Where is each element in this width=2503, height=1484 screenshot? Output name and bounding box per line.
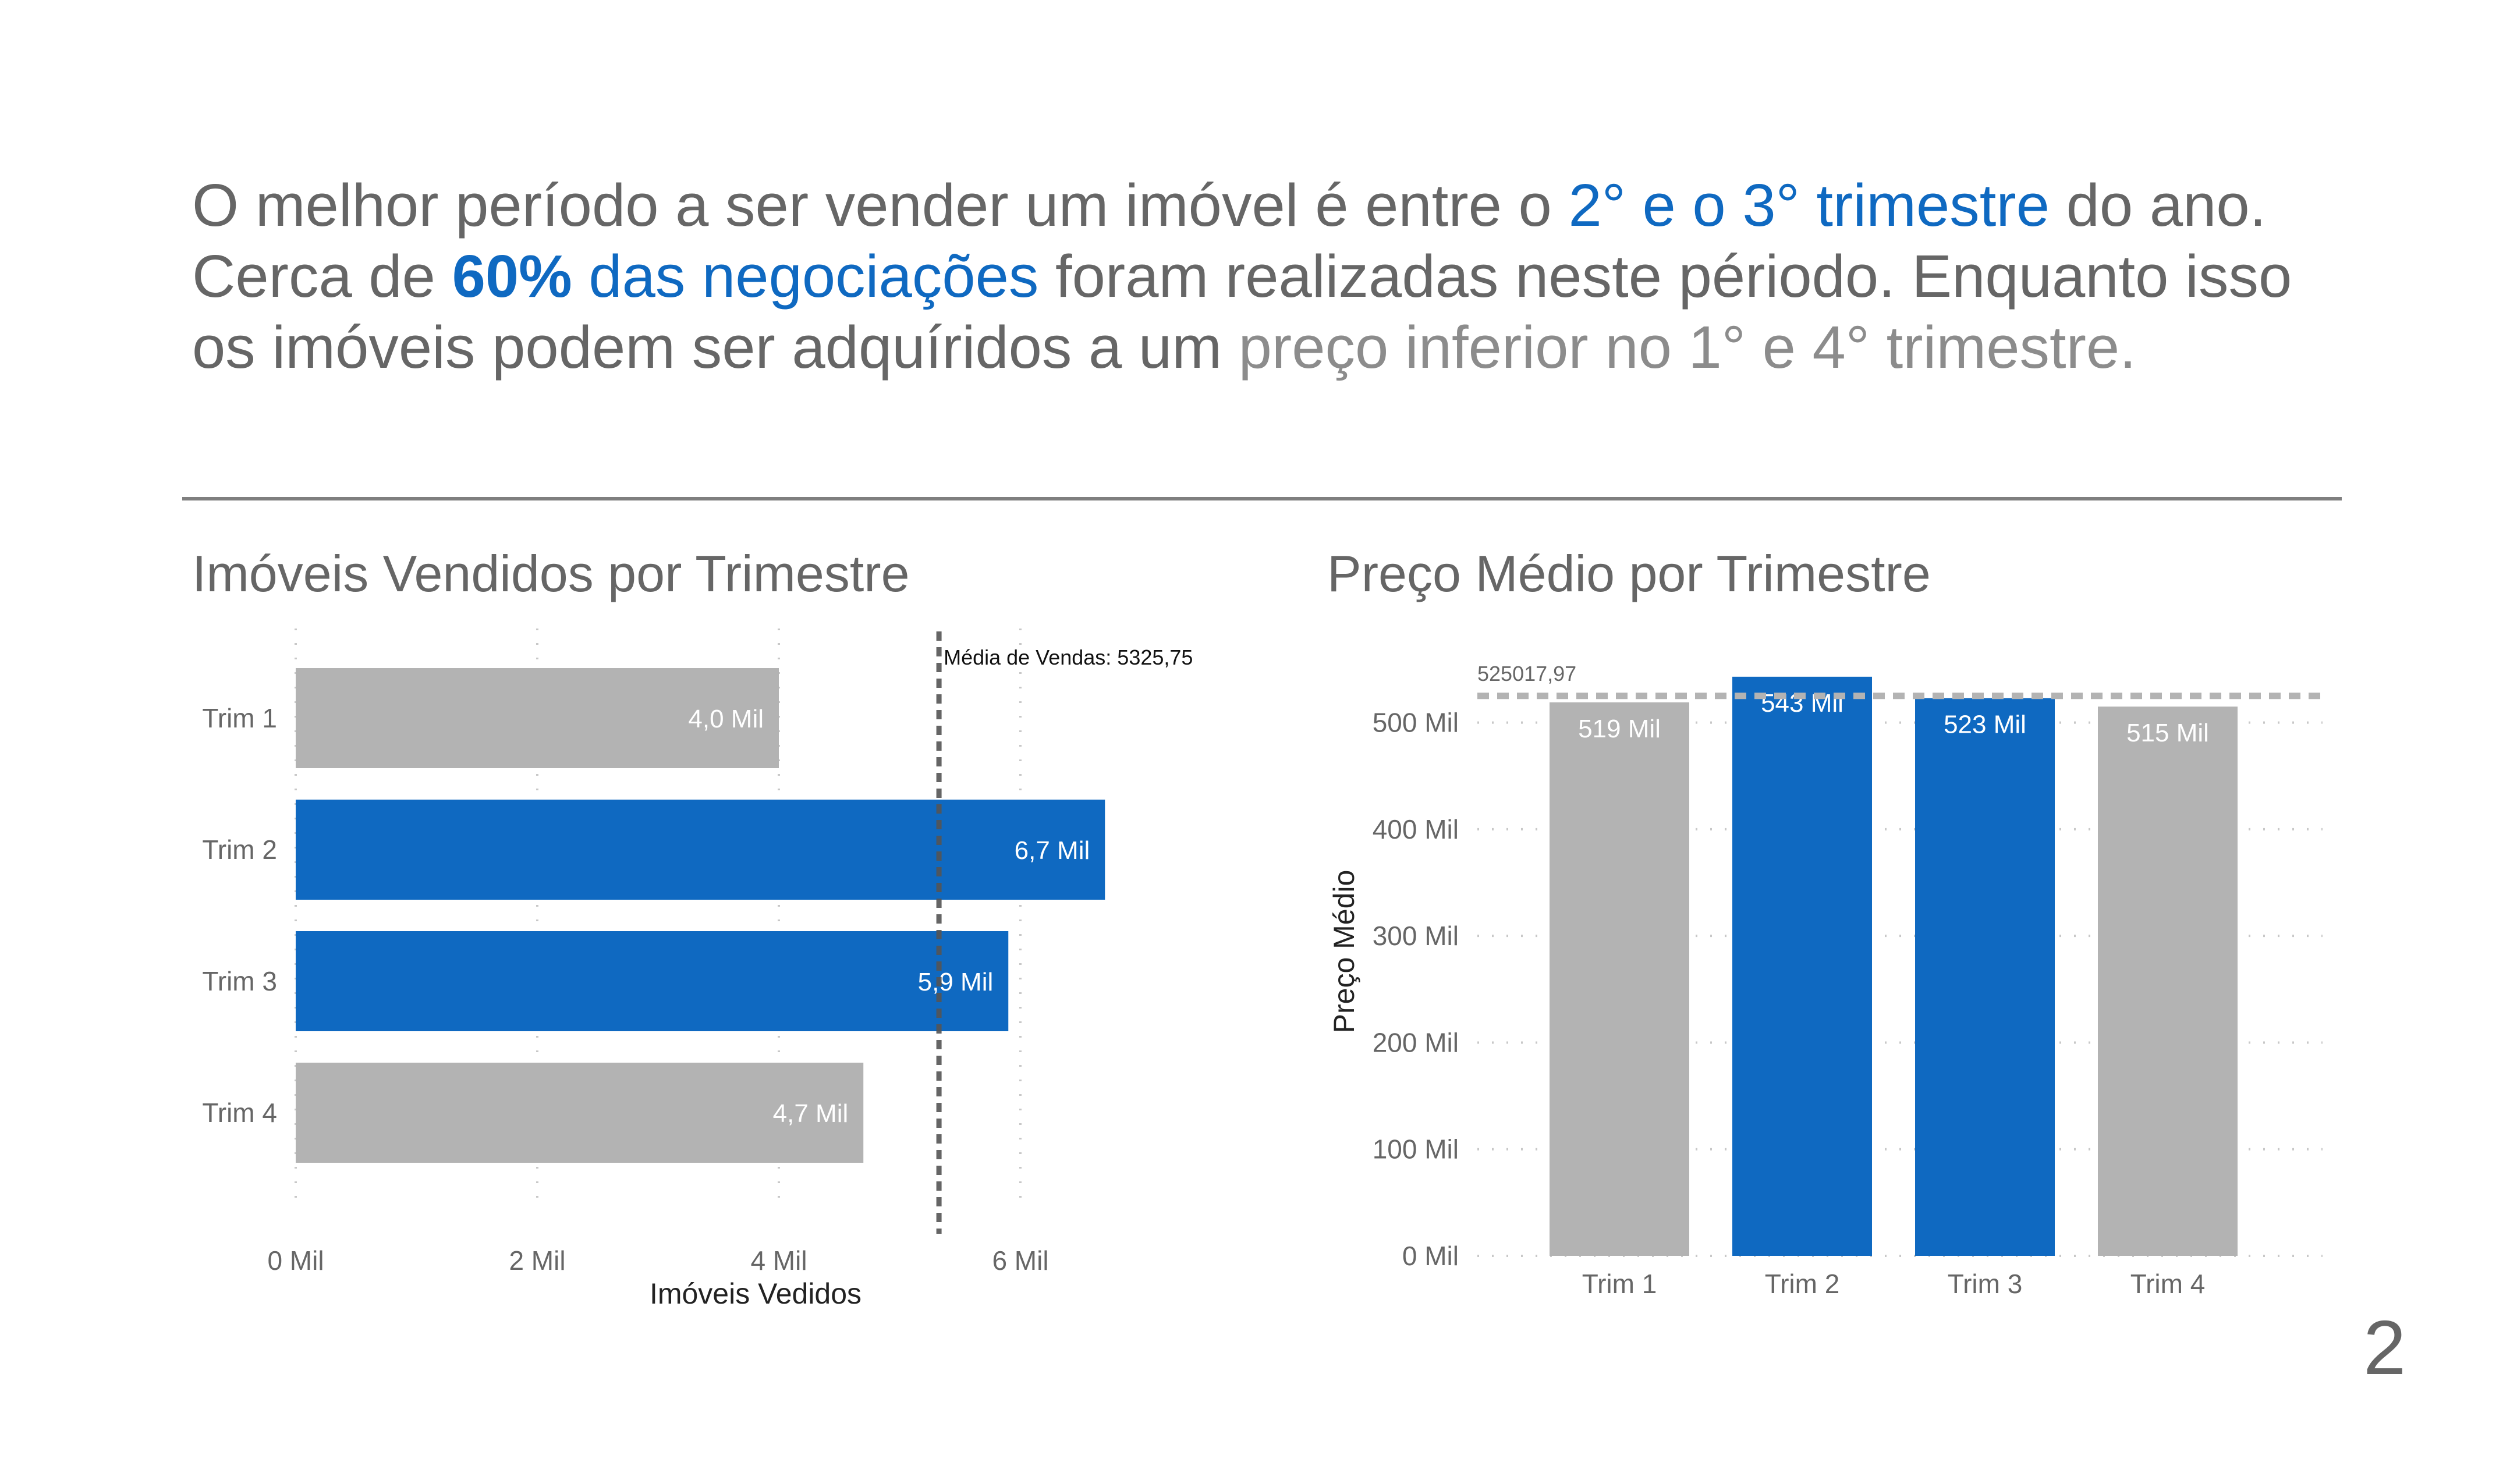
category-label: Trim 4: [202, 1098, 277, 1128]
y-tick-label: 100 Mil: [1373, 1134, 1459, 1165]
data-label: 6,7 Mil: [1015, 836, 1090, 865]
bar-trim-4: [296, 1063, 864, 1163]
headline-text: O melhor período a ser vender um imóvel …: [192, 172, 1569, 239]
headline-highlight-price: preço inferior no 1° e 4° trimestre.: [1238, 314, 2136, 381]
data-label: 4,7 Mil: [773, 1099, 849, 1128]
data-label: 5,9 Mil: [918, 968, 994, 996]
data-label: 523 Mil: [1944, 710, 2026, 739]
headline: O melhor período a ser vender um imóvel …: [192, 170, 2346, 383]
category-label: Trim 2: [1765, 1269, 1840, 1299]
y-tick-label: 0 Mil: [1402, 1241, 1459, 1271]
headline-highlight-percent: 60%: [452, 243, 572, 310]
category-label: Trim 1: [1582, 1269, 1657, 1299]
category-label: Trim 3: [1948, 1269, 2023, 1299]
data-label: 4,0 Mil: [688, 705, 764, 733]
bar-trim-4: [2098, 707, 2238, 1256]
chart-title-price: Preço Médio por Trimestre: [1327, 545, 1931, 602]
x-tick-label: 4 Mil: [750, 1245, 807, 1276]
x-tick-label: 6 Mil: [992, 1245, 1048, 1276]
x-axis-label: Imóveis Vedidos: [650, 1277, 861, 1310]
chart-title-sales: Imóveis Vendidos por Trimestre: [192, 545, 910, 602]
headline-highlight-negotiations: das negociações: [572, 243, 1039, 310]
category-label: Trim 4: [2130, 1269, 2206, 1299]
y-axis-label: Preço Médio: [1328, 870, 1360, 1034]
category-label: Trim 2: [202, 835, 277, 865]
data-label: 519 Mil: [1578, 715, 1661, 743]
y-tick-label: 400 Mil: [1373, 814, 1459, 844]
bar-trim-3: [1915, 698, 2055, 1256]
bar-trim-2: [1732, 676, 1872, 1256]
x-tick-label: 2 Mil: [509, 1245, 565, 1276]
bar-trim-2: [296, 800, 1105, 900]
category-label: Trim 1: [202, 703, 277, 733]
bar-trim-1: [296, 668, 779, 768]
average-label: Média de Vendas: 5325,75: [944, 645, 1193, 669]
divider: [182, 497, 2342, 500]
bar-trim-1: [1550, 702, 1689, 1256]
headline-highlight-quarters: 2° e o 3° trimestre: [1568, 172, 2050, 239]
average-price-label: 525017,97: [1477, 662, 1576, 686]
y-tick-label: 500 Mil: [1373, 708, 1459, 738]
headline-text: do ano. Cerca de: [192, 172, 2267, 310]
bar-trim-3: [296, 931, 1009, 1031]
x-tick-label: 0 Mil: [267, 1245, 324, 1276]
y-tick-label: 300 Mil: [1373, 921, 1459, 951]
data-label: 515 Mil: [2126, 719, 2209, 747]
page-number: 2: [2363, 1305, 2406, 1390]
headline-text: foram realizadas neste périodo. Enquanto…: [192, 243, 2292, 381]
category-label: Trim 3: [202, 966, 277, 996]
y-tick-label: 200 Mil: [1373, 1027, 1459, 1057]
